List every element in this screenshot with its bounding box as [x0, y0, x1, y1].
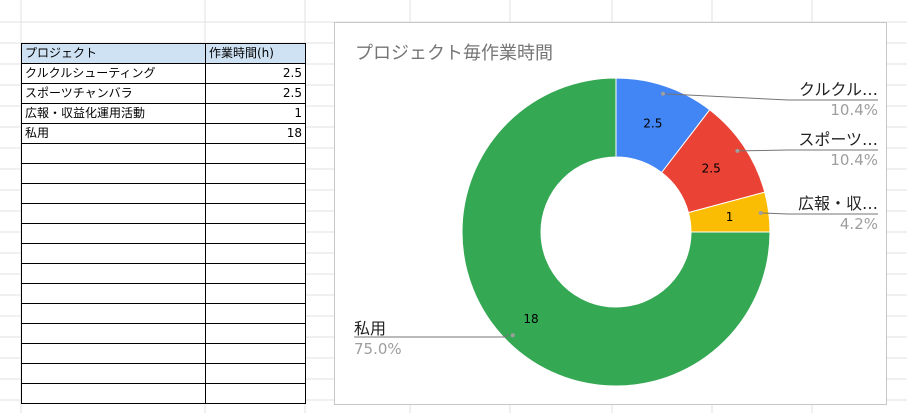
project-cell[interactable]: [21, 203, 206, 224]
leader-line: [737, 149, 878, 152]
leader-dot: [510, 333, 515, 338]
hours-cell[interactable]: 18: [205, 123, 306, 144]
slice-name-label: スポーツ…: [798, 130, 878, 149]
slice-name-label: クルクル…: [799, 80, 878, 99]
header-hours[interactable]: 作業時間(h): [205, 43, 306, 64]
leader-dot: [758, 210, 763, 215]
data-table: プロジェクト 作業時間(h) クルクルシューティング 2.5 スポーツチャンバラ 2.5 広…: [21, 43, 306, 404]
table-row: [21, 163, 306, 184]
hours-cell[interactable]: [205, 323, 306, 344]
hours-cell[interactable]: [205, 263, 306, 284]
table-row: [21, 263, 306, 284]
header-project[interactable]: プロジェクト: [21, 43, 206, 64]
project-cell[interactable]: [21, 163, 206, 184]
leader-line: [662, 93, 878, 101]
table-row: [21, 363, 306, 384]
slice-percent-label: 4.2%: [840, 215, 878, 233]
leader-line: [760, 212, 878, 215]
slice-value-label: 18: [523, 312, 538, 326]
leader-dot: [735, 148, 740, 153]
hours-cell[interactable]: [205, 303, 306, 324]
slice-value-label: 2.5: [643, 117, 662, 131]
hours-cell[interactable]: [205, 343, 306, 364]
table-row: [21, 183, 306, 204]
hours-cell[interactable]: [205, 183, 306, 204]
project-cell[interactable]: 私用: [21, 123, 206, 144]
project-cell[interactable]: [21, 243, 206, 264]
hours-cell[interactable]: [205, 363, 306, 384]
leader-dot: [660, 91, 665, 96]
table-row: 広報・収益化運用活動 1: [21, 103, 306, 124]
table-row: [21, 343, 306, 364]
project-cell[interactable]: スポーツチャンバラ: [21, 83, 206, 104]
table-row: 私用 18: [21, 123, 306, 144]
hours-cell[interactable]: [205, 383, 306, 404]
project-cell[interactable]: [21, 323, 206, 344]
table-header-row: プロジェクト 作業時間(h): [21, 43, 306, 64]
chart-canvas: プロジェクト毎作業時間 2.5 クルクル… 10.4% 2.5 スポーツ… 10.4% 1 広…: [354, 43, 878, 387]
slice-value-label: 2.5: [702, 161, 721, 175]
slice-name-label: 私用: [354, 319, 386, 338]
hours-cell[interactable]: [205, 243, 306, 264]
table-row: [21, 203, 306, 224]
donut-chart[interactable]: プロジェクト毎作業時間 2.5 クルクル… 10.4% 2.5 スポーツ… 10.4% 1 広…: [334, 22, 887, 405]
slice-percent-label: 10.4%: [830, 101, 878, 119]
slice-value-label: 1: [726, 210, 734, 224]
hours-cell[interactable]: 2.5: [205, 83, 306, 104]
project-cell[interactable]: クルクルシューティング: [21, 63, 206, 84]
project-cell[interactable]: [21, 343, 206, 364]
table-row: [21, 243, 306, 264]
hours-cell[interactable]: [205, 163, 306, 184]
hours-cell[interactable]: 2.5: [205, 63, 306, 84]
project-cell[interactable]: [21, 283, 206, 304]
table-row: [21, 323, 306, 344]
project-cell[interactable]: 広報・収益化運用活動: [21, 103, 206, 124]
project-cell[interactable]: [21, 383, 206, 404]
table-row: クルクルシューティング 2.5: [21, 63, 306, 84]
leader-line: [354, 334, 509, 338]
project-cell[interactable]: [21, 183, 206, 204]
table-row: スポーツチャンバラ 2.5: [21, 83, 306, 104]
table-row: [21, 383, 306, 404]
project-cell[interactable]: [21, 303, 206, 324]
pie-slice[interactable]: [461, 77, 771, 387]
table-row: [21, 223, 306, 244]
hours-cell[interactable]: [205, 223, 306, 244]
hours-cell[interactable]: [205, 143, 306, 164]
chart-title: プロジェクト毎作業時間: [355, 43, 553, 64]
project-cell[interactable]: [21, 223, 206, 244]
project-cell[interactable]: [21, 263, 206, 284]
project-cell[interactable]: [21, 143, 206, 164]
table-row: [21, 303, 306, 324]
slice-percent-label: 10.4%: [830, 151, 878, 169]
project-cell[interactable]: [21, 363, 206, 384]
hours-cell[interactable]: [205, 203, 306, 224]
hours-cell[interactable]: 1: [205, 103, 306, 124]
table-row: [21, 143, 306, 164]
table-row: [21, 283, 306, 304]
slice-percent-label: 75.0%: [354, 340, 402, 358]
hours-cell[interactable]: [205, 283, 306, 304]
slice-name-label: 広報・収…: [798, 194, 878, 213]
